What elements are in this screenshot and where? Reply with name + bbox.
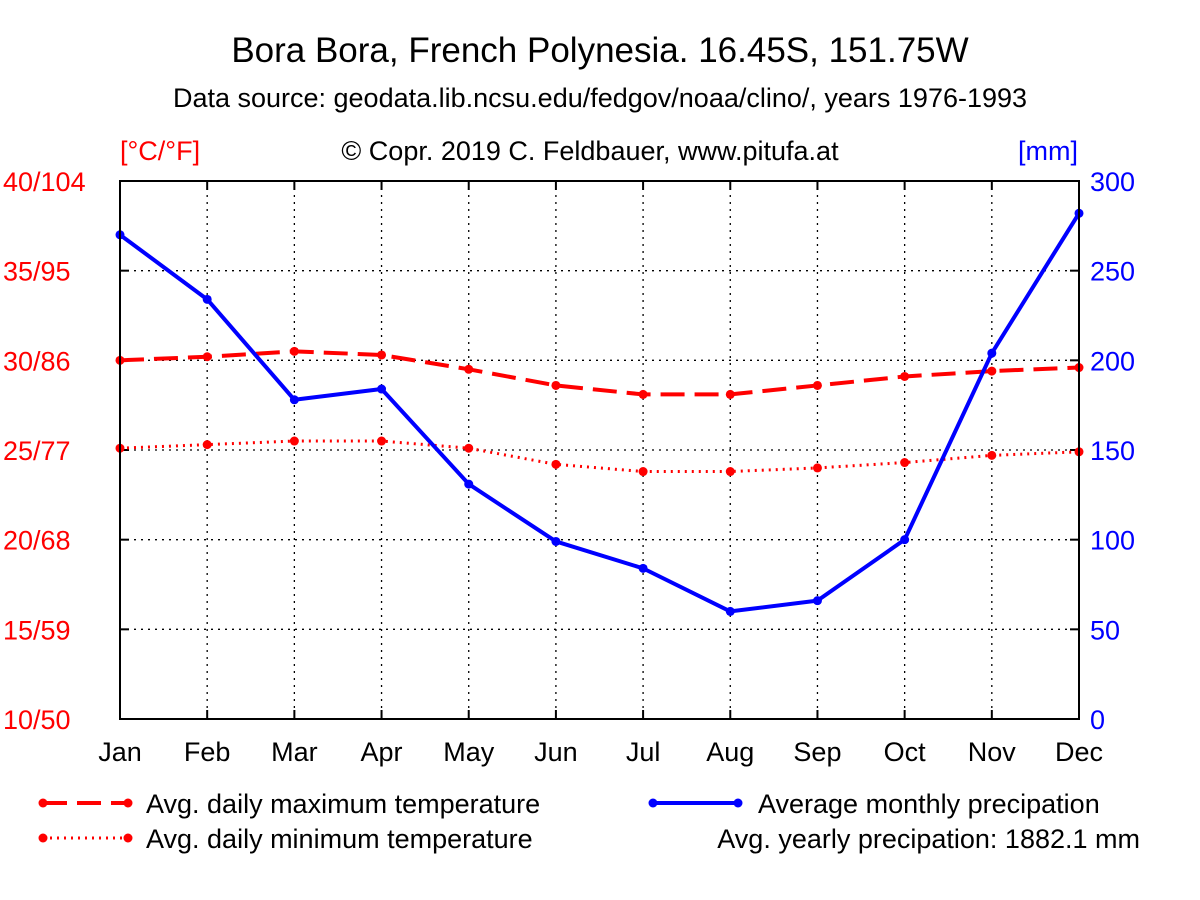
legend-label-max-temp: Avg. daily maximum temperature	[146, 789, 540, 819]
data-point-min-temp	[638, 467, 648, 477]
legend: Avg. daily maximum temperature Avg. dail…	[38, 789, 1140, 854]
left-axis-unit: [°C/°F]	[120, 136, 200, 166]
plot-frame	[119, 180, 1080, 720]
right-tick-label: 100	[1090, 526, 1135, 556]
data-point-precipitation	[464, 479, 474, 489]
x-tick-label: Aug	[706, 737, 754, 767]
data-point-min-temp	[551, 459, 561, 469]
series-line-min-temp	[119, 439, 1080, 474]
left-tick-label: 10/50	[3, 705, 71, 735]
chart-subtitle: Data source: geodata.lib.ncsu.edu/fedgov…	[173, 83, 1027, 113]
yearly-precipitation-note: Avg. yearly precipation: 1882.1 mm	[717, 824, 1140, 854]
data-point-precipitation	[812, 596, 822, 606]
data-point-precipitation	[551, 536, 561, 546]
legend-marker	[733, 798, 743, 808]
data-point-precipitation	[725, 606, 735, 616]
data-point-max-temp	[900, 371, 910, 381]
right-tick-label: 200	[1090, 346, 1135, 376]
legend-marker	[648, 798, 658, 808]
data-point-min-temp	[812, 463, 822, 473]
series-line-max-temp	[119, 349, 1080, 397]
data-point-precipitation	[638, 563, 648, 573]
x-tick-label: Sep	[793, 737, 841, 767]
left-tick-label: 25/77	[3, 436, 71, 466]
x-tick-label: Mar	[271, 737, 318, 767]
x-tick-label: Jun	[534, 737, 578, 767]
data-point-precipitation	[202, 294, 212, 304]
grid-lines	[120, 181, 1079, 719]
x-tick-label: Jul	[626, 737, 661, 767]
left-tick-label: 30/86	[3, 346, 71, 376]
legend-item-min-temp: Avg. daily minimum temperature	[38, 824, 533, 854]
x-tick-label: Nov	[968, 737, 1017, 767]
x-tick-label: Jan	[98, 737, 142, 767]
data-point-max-temp	[987, 366, 997, 376]
x-tick-label: May	[443, 737, 495, 767]
data-point-precipitation	[900, 535, 910, 545]
legend-marker	[38, 798, 48, 808]
legend-marker	[123, 798, 133, 808]
data-point-max-temp	[289, 346, 299, 356]
right-tick-label: 0	[1090, 705, 1105, 735]
left-axis-ticks: 10/50 15/59 20/68 25/77 30/86 35/95 40/104	[3, 167, 129, 735]
data-point-min-temp	[202, 440, 212, 450]
data-point-precipitation	[987, 348, 997, 358]
legend-marker	[123, 833, 133, 843]
x-tick-label: Feb	[184, 737, 231, 767]
data-point-max-temp	[725, 389, 735, 399]
x-tick-label: Oct	[884, 737, 927, 767]
chart-title: Bora Bora, French Polynesia. 16.45S, 151…	[231, 31, 968, 70]
data-point-min-temp	[464, 443, 474, 453]
x-axis-ticks: Jan Feb Mar Apr May Jun Jul Aug Sep Oct Nov Dec	[98, 181, 1103, 767]
right-tick-label: 150	[1090, 436, 1135, 466]
data-point-max-temp	[377, 350, 387, 360]
series-layer	[115, 208, 1084, 616]
data-point-precipitation	[377, 384, 387, 394]
data-point-max-temp	[551, 380, 561, 390]
left-tick-label: 40/104	[3, 167, 86, 197]
right-axis-ticks: 0 50 100 150 200 250 300	[1070, 167, 1135, 735]
data-point-min-temp	[377, 436, 387, 446]
x-tick-label: Apr	[361, 737, 403, 767]
left-tick-label: 20/68	[3, 526, 71, 556]
right-axis-unit: [mm]	[1018, 136, 1078, 166]
copyright-note: © Copr. 2019 C. Feldbauer, www.pitufa.at	[341, 136, 839, 166]
data-point-min-temp	[725, 467, 735, 477]
data-point-precipitation	[289, 395, 299, 405]
data-point-max-temp	[464, 364, 474, 374]
left-tick-label: 35/95	[3, 257, 71, 287]
data-point-max-temp	[638, 389, 648, 399]
legend-item-precipitation: Average monthly precipation	[648, 789, 1100, 819]
data-point-min-temp	[289, 436, 299, 446]
data-point-min-temp	[987, 450, 997, 460]
data-point-max-temp	[812, 380, 822, 390]
data-point-min-temp	[900, 458, 910, 468]
legend-marker	[38, 833, 48, 843]
legend-item-max-temp: Avg. daily maximum temperature	[38, 789, 540, 819]
right-tick-label: 250	[1090, 257, 1135, 287]
right-tick-label: 300	[1090, 167, 1135, 197]
series-line-precipitation	[118, 212, 1081, 614]
left-tick-label: 15/59	[3, 615, 71, 645]
legend-label-precipitation: Average monthly precipation	[758, 789, 1100, 819]
x-tick-label: Dec	[1055, 737, 1103, 767]
data-point-max-temp	[202, 352, 212, 362]
right-tick-label: 50	[1090, 615, 1120, 645]
legend-label-min-temp: Avg. daily minimum temperature	[146, 824, 533, 854]
